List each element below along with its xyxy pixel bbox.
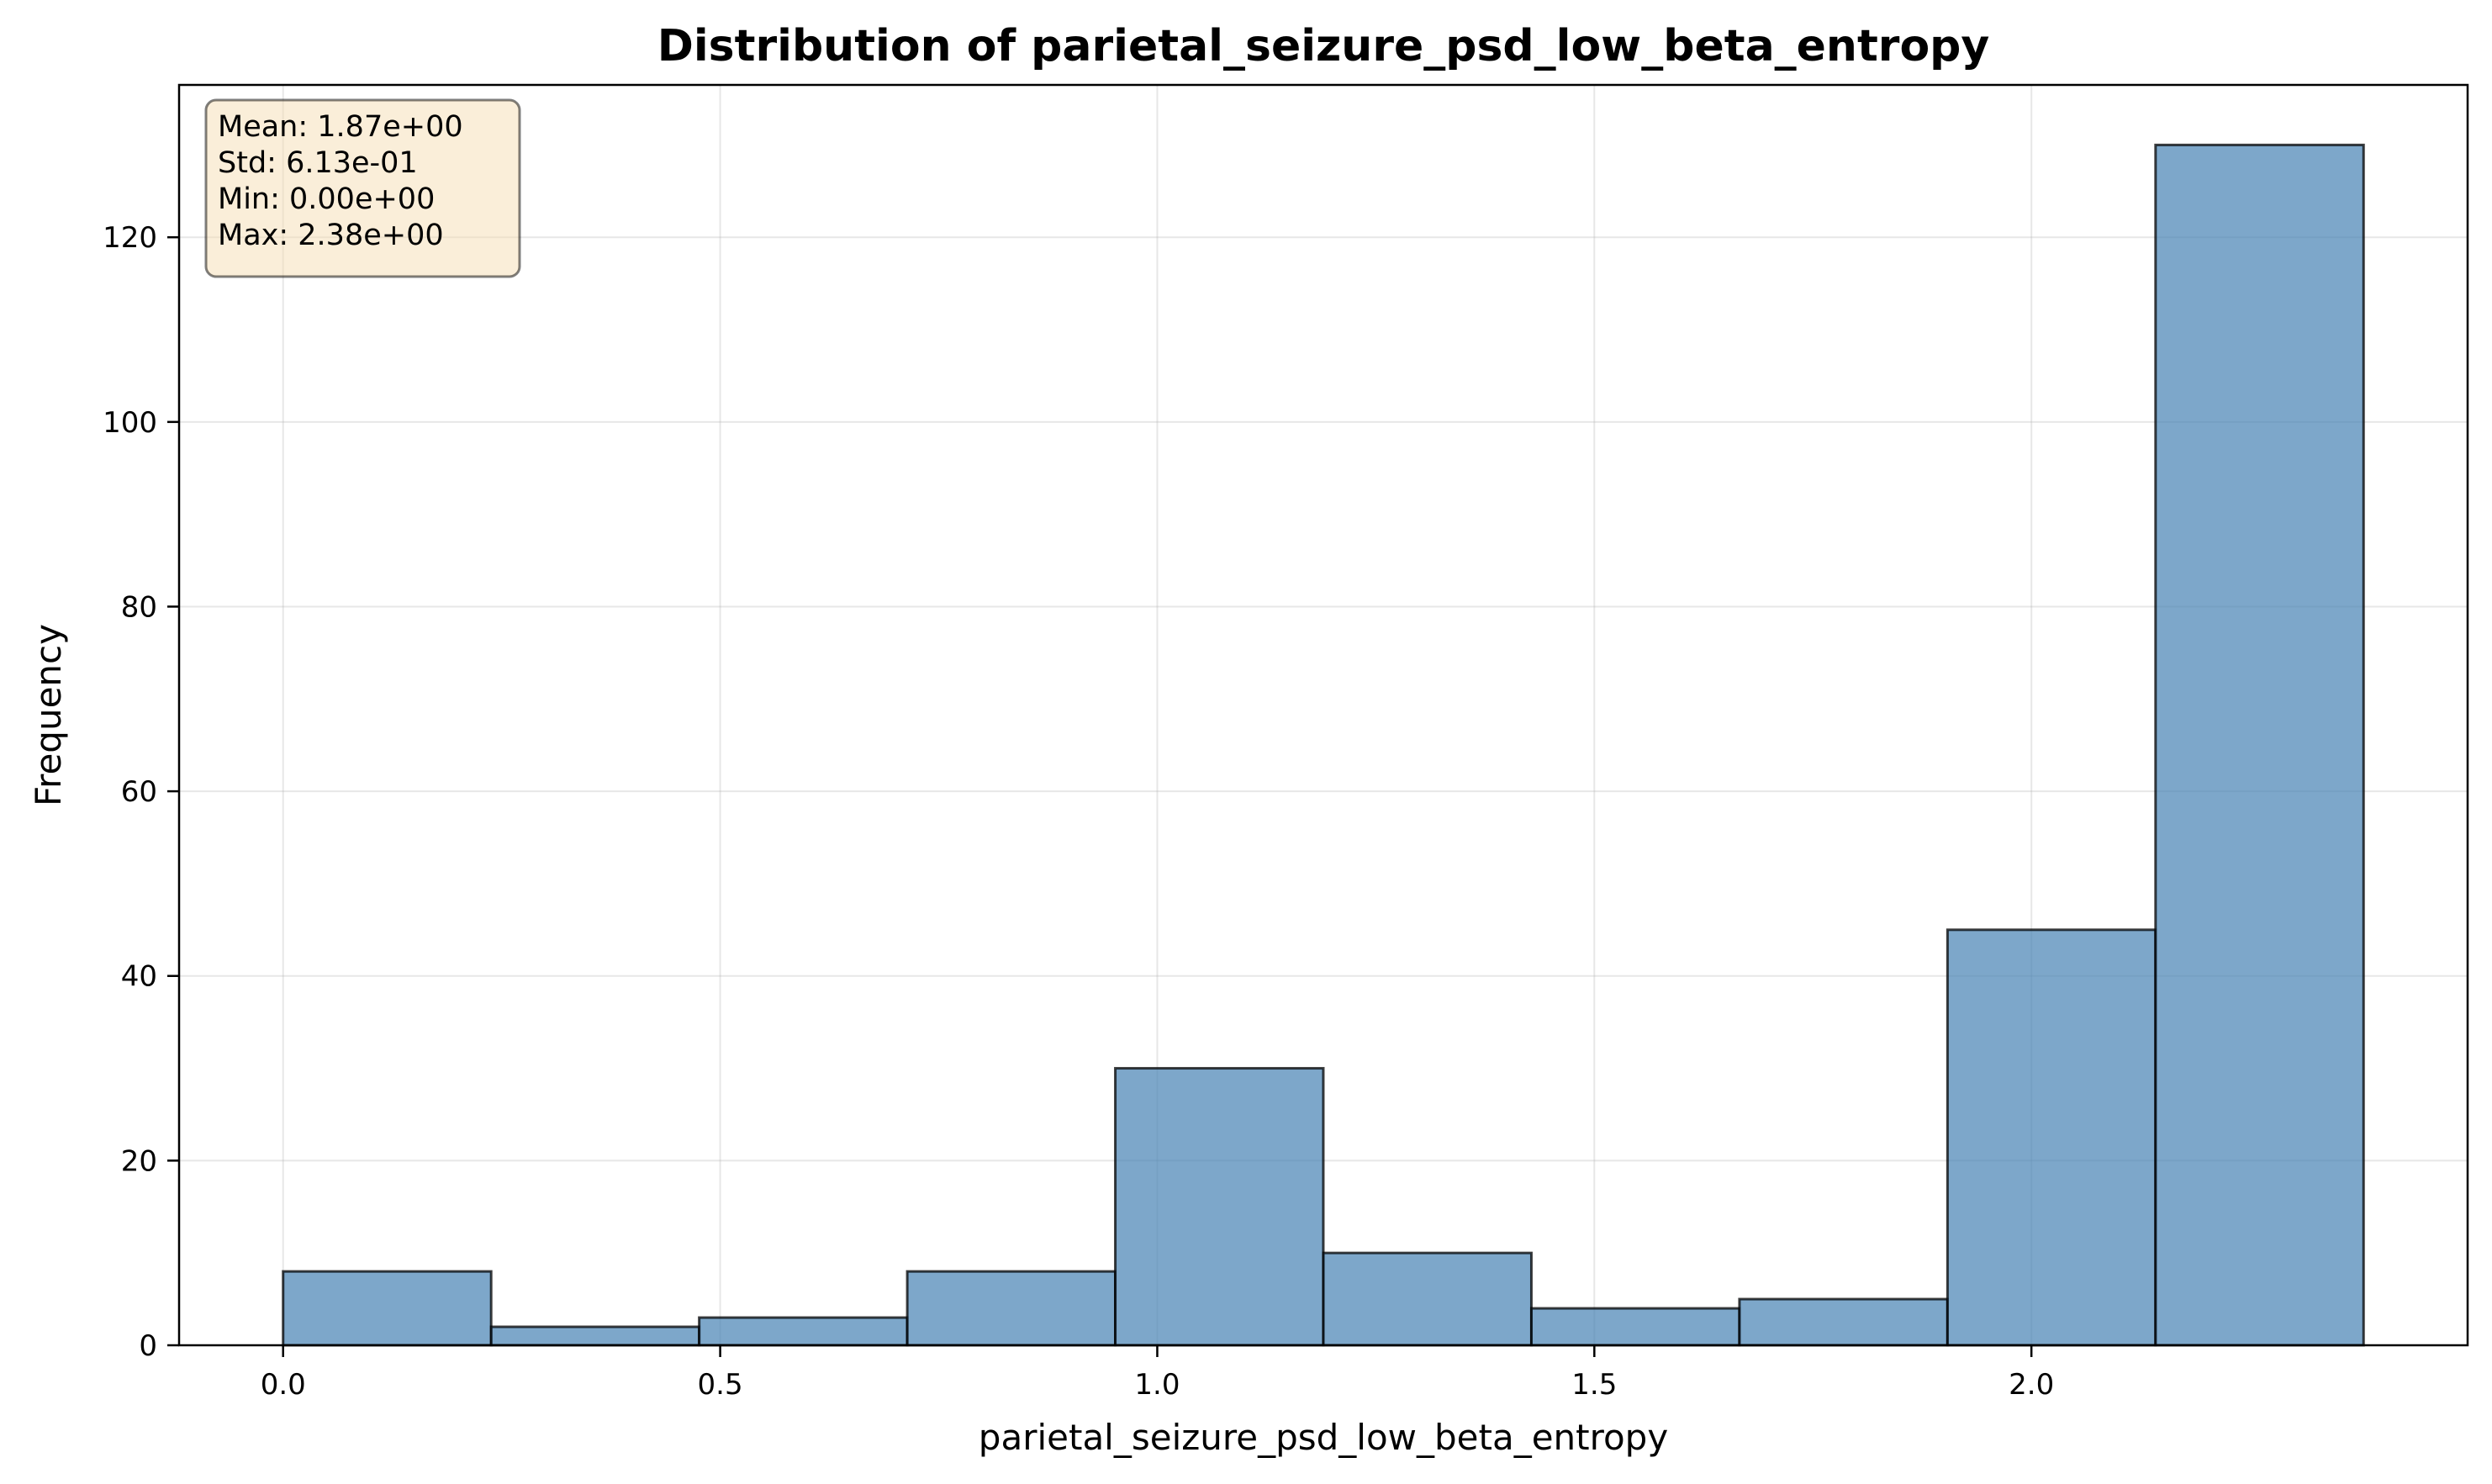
histogram-bar-8: [1946, 928, 2157, 1347]
y-tick-label-0: 0: [139, 1329, 157, 1363]
histogram-bar-1: [489, 1325, 701, 1347]
stat-min: Min: 0.00e+00: [218, 182, 435, 216]
x-tick-label-2: 1.0: [1134, 1368, 1180, 1402]
chart-title: Distribution of parietal_seizure_psd_low…: [657, 21, 1990, 71]
histogram-bar-7: [1738, 1297, 1949, 1347]
x-axis-label: parietal_seizure_psd_low_beta_entropy: [979, 1417, 1668, 1458]
histogram-bar-5: [1322, 1251, 1533, 1347]
y-tick-label-6: 120: [103, 221, 157, 255]
x-axis-ticks: 0.0 0.5 1.0 1.5 2.0: [261, 1345, 2054, 1402]
y-tick-label-1: 20: [121, 1144, 157, 1178]
histogram-bar-4: [1114, 1067, 1325, 1347]
histogram-bar-2: [698, 1316, 909, 1347]
stat-mean: Mean: 1.87e+00: [218, 110, 463, 144]
histogram-bar-6: [1529, 1307, 1741, 1347]
x-tick-label-4: 2.0: [2009, 1368, 2054, 1402]
y-tick-label-5: 100: [103, 406, 157, 440]
x-tick-label-0: 0.0: [261, 1368, 306, 1402]
y-axis-ticks: 0 20 40 60 80 100 120: [103, 221, 179, 1363]
stat-std: Std: 6.13e-01: [218, 146, 418, 180]
plot-frame: [177, 83, 2469, 1347]
histogram-bar-0: [282, 1270, 493, 1347]
histogram-bars: [282, 143, 2365, 1347]
histogram-bar-3: [905, 1270, 1117, 1347]
stats-box: Mean: 1.87e+00 Std: 6.13e-01 Min: 0.00e+…: [204, 98, 521, 278]
stat-max: Max: 2.38e+00: [218, 219, 444, 252]
stats-box-background: [204, 98, 521, 278]
y-tick-label-2: 40: [121, 960, 157, 994]
x-tick-label-3: 1.5: [1571, 1368, 1617, 1402]
x-tick-label-1: 0.5: [698, 1368, 743, 1402]
histogram-bar-9: [2154, 143, 2365, 1347]
y-tick-label-4: 80: [121, 590, 157, 624]
y-tick-label-3: 60: [121, 775, 157, 809]
y-axis-label: Frequency: [28, 624, 69, 806]
